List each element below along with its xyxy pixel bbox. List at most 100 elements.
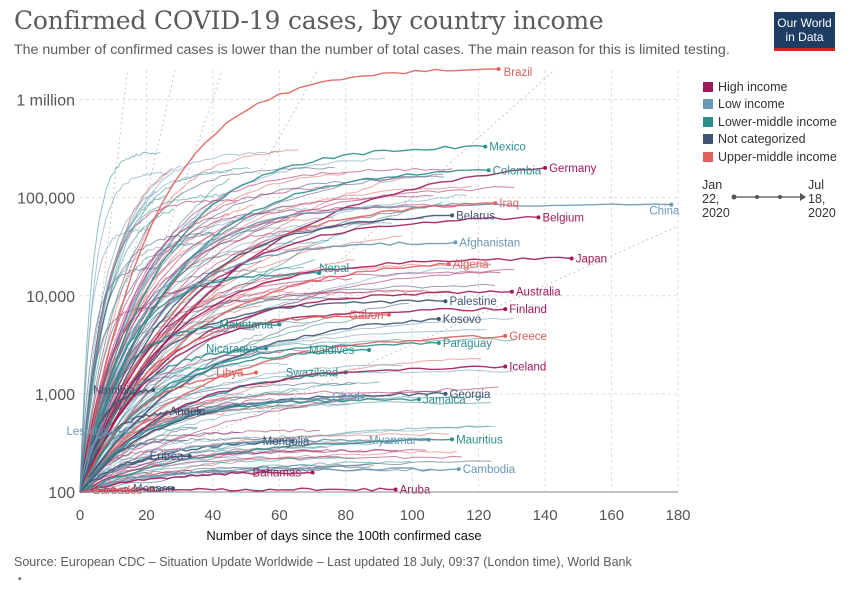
series-end-point (277, 322, 282, 327)
background-series-line (79, 185, 472, 493)
series-label-afghanistan: Afghanistan (459, 237, 520, 249)
series-end-point (367, 348, 372, 353)
series-label-iceland: Iceland (509, 362, 546, 374)
legend-item-upper-middle-income[interactable]: Upper-middle income (703, 148, 837, 166)
series-end-point (317, 271, 322, 276)
background-series-line (79, 271, 302, 493)
legend-item-not-categorized[interactable]: Not categorized (703, 131, 837, 149)
series-labels: Brazil Mexico Colombia Germany China Iraq Bela… (67, 67, 680, 497)
legend-item-high-income[interactable]: High income (703, 78, 837, 96)
source-note: Source: European CDC – Situation Update … (14, 555, 632, 569)
series-line-cambodia (79, 467, 459, 493)
x-tick-label: 160 (599, 507, 624, 524)
series-end-point (536, 215, 541, 220)
chart-subtitle: The number of confirmed cases is lower t… (14, 42, 730, 58)
series-line-aruba (80, 487, 396, 493)
series-label-bahamas: Bahamas (253, 468, 302, 480)
series-line-libya (79, 371, 257, 493)
series-label-mauritius: Mauritius (456, 434, 503, 446)
series-label-angola: Angola (170, 406, 206, 418)
series-label-namibia: Namibia (93, 385, 136, 397)
y-tick-label: 10,000 (26, 289, 75, 306)
owid-logo[interactable]: Our World in Data (774, 12, 835, 51)
timeline-tick (755, 195, 759, 199)
x-tick-label: 80 (337, 507, 354, 524)
series-line-nicaragua (79, 347, 267, 493)
legend-item-lower-middle-income[interactable]: Lower-middle income (703, 113, 837, 131)
background-series-line (79, 167, 453, 493)
series-label-germany: Germany (549, 163, 597, 175)
timeline-slider[interactable] (730, 188, 808, 208)
series-line-iceland (79, 365, 506, 493)
doubling-guides (79, 69, 679, 493)
series-label-mexico: Mexico (489, 142, 525, 154)
background-series-line (79, 213, 229, 493)
series-end-point (453, 240, 458, 245)
series-label-maldives: Maldives (309, 345, 355, 357)
series-line-kosovo (79, 318, 439, 493)
footer-dot: • (18, 574, 22, 585)
series-label-belarus: Belarus (456, 210, 495, 222)
x-axis-label: Number of days since the 100th confirmed… (206, 528, 481, 543)
series-label-eritrea: Eritrea (150, 451, 184, 463)
background-series-line (79, 172, 346, 493)
legend: High income Low income Lower-middle inco… (703, 78, 837, 166)
series-end-point (264, 346, 269, 351)
background-series-line (79, 204, 294, 493)
doubling-guide-line (79, 69, 223, 493)
background-series-line (79, 456, 356, 493)
series-end-point (450, 213, 455, 218)
doubling-guide-line (79, 225, 679, 493)
background-series-line (79, 259, 355, 493)
legend-label: Not categorized (718, 132, 806, 147)
timeline-end-label: Jul 18, 2020 (808, 178, 836, 220)
timeline-start-handle[interactable] (731, 194, 737, 200)
timeline-start-day: 22, (702, 192, 720, 206)
logo-line-1: Our World (777, 16, 832, 30)
background-series-line (79, 166, 336, 493)
legend-label: Upper-middle income (718, 149, 837, 164)
background-series-line (79, 169, 233, 493)
series-end-point (450, 437, 455, 442)
series-end-point (443, 299, 448, 304)
axes: 100 1,000 10,000 100,000 1 million 0 20 40 60 80 1… (16, 93, 690, 543)
series-line-gabon (79, 314, 389, 493)
series-end-point (436, 341, 441, 346)
series-line-angola (79, 409, 200, 493)
background-series-line (79, 316, 370, 493)
legend-item-low-income[interactable]: Low income (703, 96, 837, 114)
background-series-line (79, 227, 150, 493)
series-line-chad (79, 394, 363, 493)
series-label-lesotho: Lesotho (67, 426, 108, 438)
legend-swatch (703, 81, 713, 92)
series-label-china: China (649, 206, 680, 218)
series-label-swaziland: Swaziland (286, 368, 338, 380)
series-label-cambodia: Cambodia (463, 464, 516, 476)
series-label-mauritania: Mauritania (219, 319, 273, 331)
series-label-jamaica: Jamaica (423, 394, 466, 406)
series-line-maldives (79, 348, 370, 493)
legend-swatch (703, 116, 713, 127)
background-series-line (79, 239, 329, 493)
series-label-greece: Greece (509, 331, 547, 343)
legend-label: Low income (718, 97, 785, 112)
series-line-china (79, 203, 672, 493)
series-end-point (569, 256, 574, 261)
series-line-japan (79, 256, 572, 493)
y-tick-label: 1,000 (35, 387, 75, 404)
background-series-line (79, 393, 244, 493)
series-label-finland: Finland (509, 304, 547, 316)
series-end-point (151, 387, 156, 392)
series-end-point (543, 165, 548, 170)
timeline-tick (778, 195, 782, 199)
timeline-end-handle[interactable] (800, 193, 806, 201)
series-label-chad: Chad (332, 392, 360, 404)
series-end-point (669, 202, 674, 207)
x-tick-label: 120 (466, 507, 491, 524)
background-series-line (79, 173, 444, 493)
series-end-point (456, 467, 461, 472)
background-series-line (79, 329, 487, 493)
series-line-mauritius (79, 438, 453, 493)
background-series-line (79, 151, 161, 493)
